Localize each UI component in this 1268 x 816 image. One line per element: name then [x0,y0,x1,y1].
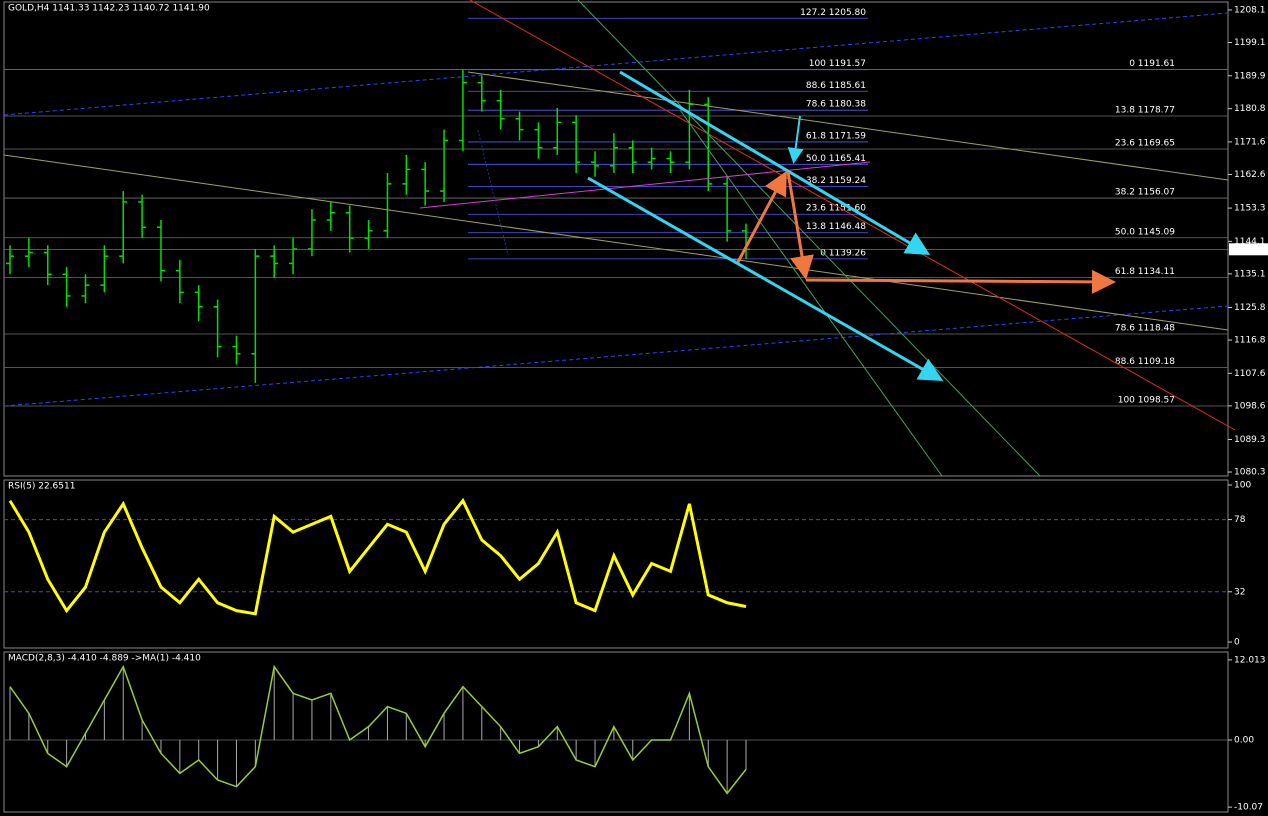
arrow [786,171,814,280]
channel-line [3,12,1229,116]
last-price-label: 1141.9 [1234,245,1266,255]
y-tick-label: 1116.8 [1234,336,1266,346]
arrow [805,269,1116,294]
fib-label: 23.6 1169.65 [1115,138,1175,148]
fib-label: 88.6 1109.18 [1115,357,1175,367]
fib-label: 100 1191.57 [809,59,866,69]
y-tick-label: 78 [1234,515,1246,525]
fib-label: 0 1139.26 [820,248,866,258]
y-tick-label: 12.013 [1234,655,1266,665]
y-tick-label: 1125.8 [1234,303,1266,313]
channel-line [3,305,1229,407]
fib-label: 61.8 1171.59 [806,131,866,141]
trend-line [477,129,509,256]
y-tick-label: 1089.3 [1234,435,1266,445]
trend-line [469,0,1236,431]
panel-border [3,651,1229,813]
drawings [3,0,1236,477]
arrow [587,176,944,381]
y-tick-label: 1144.1 [1234,237,1266,247]
y-tick-label: 32 [1234,587,1245,597]
y-tick-label: 0 [1234,638,1240,648]
panel-title: MACD(2,8,3) -4.410 -4.889 ->MA(1) -4.410 [8,654,201,664]
arrow [619,70,931,256]
fib-label: 13.8 1178.77 [1115,105,1175,115]
fib-label: 78.6 1118.48 [1115,323,1175,333]
panel-border [3,1,1229,477]
fib-label: 100 1098.57 [1118,395,1175,405]
fib-label: 38.2 1159.24 [806,176,866,186]
y-tick-label: 1080.3 [1234,468,1266,478]
rsi-line [8,497,747,616]
fib-label: 50.0 1165.41 [806,154,866,164]
y-tick-label: -10.07 [1234,803,1263,813]
trend-line [679,109,943,477]
y-tick-label: 1189.9 [1234,71,1266,81]
y-tick-label: 1180.8 [1234,104,1266,114]
y-tick-label: 1098.6 [1234,401,1266,411]
fib-label: 50.0 1145.09 [1115,227,1175,237]
y-tick-label: 1107.6 [1234,369,1266,379]
trend-line [467,71,1229,181]
fib-label: 23.6 1151.60 [806,204,866,214]
fib-label: 61.8 1134.11 [1115,267,1175,277]
y-tick-label: 1171.6 [1234,137,1266,147]
y-tick-label: 100 [1234,481,1251,491]
fib-label: 38.2 1156.07 [1115,188,1175,198]
panel-title: GOLD,H4 1141.33 1142.23 1140.72 1141.90 [8,4,210,14]
y-tick-label: 1208.1 [1234,5,1266,15]
arrow [787,115,804,164]
y-tick-label: 1153.3 [1234,204,1266,214]
fib-label: 78.6 1180.38 [806,100,866,110]
fib-label: 13.8 1146.48 [806,222,866,232]
signal-line [9,664,747,795]
trend-line [577,0,1041,477]
fib-label: 88.6 1185.61 [806,81,866,91]
y-tick-label: 0.00 [1234,736,1254,746]
last-price-box [1229,243,1268,256]
y-tick-label: 1135.1 [1234,269,1266,279]
y-tick-label: 1199.1 [1234,38,1266,48]
panel-title: RSI(5) 22.6511 [8,482,75,492]
fib-label: 127.2 1205.80 [800,8,866,18]
panel-border [3,479,1229,649]
fib-label: 0 1191.61 [1129,59,1175,69]
arrow [736,170,787,263]
trend-line [3,154,1229,331]
y-tick-label: 1162.6 [1234,170,1266,180]
